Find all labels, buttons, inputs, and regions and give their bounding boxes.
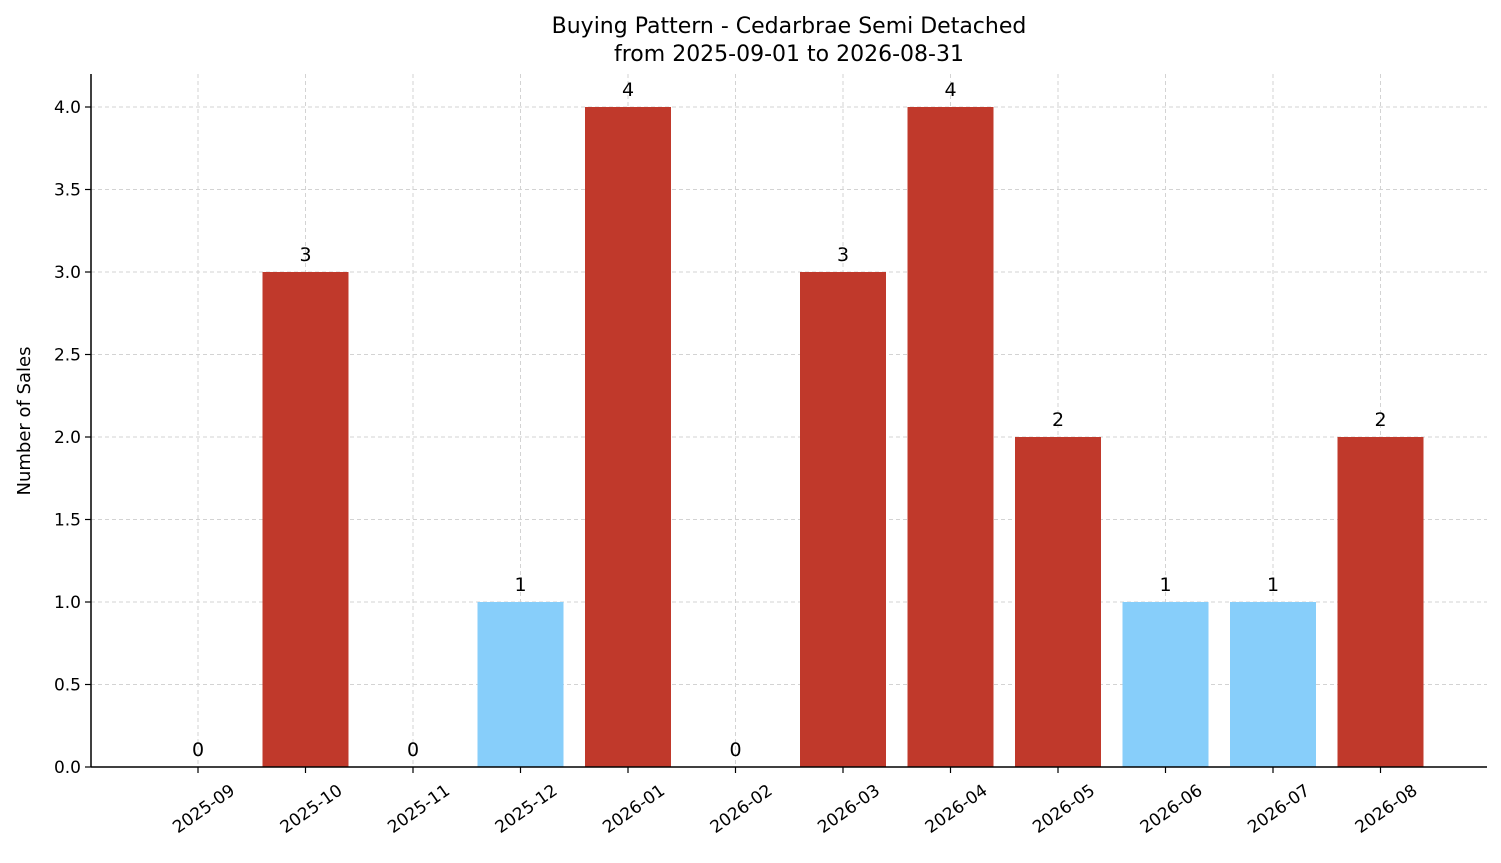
x-tick-label: 2026-07 — [1244, 781, 1314, 838]
bar-value-label: 0 — [192, 739, 204, 761]
y-tick-label: 1.0 — [54, 593, 81, 613]
x-tick-label: 2026-08 — [1352, 781, 1422, 838]
x-tick-label: 2026-05 — [1029, 781, 1099, 838]
bars — [262, 107, 1424, 767]
bar-2026-04 — [907, 107, 994, 767]
y-tick-label: 1.5 — [54, 511, 81, 531]
value-labels: 0 3 0 1 4 0 3 4 2 1 1 2 — [192, 79, 1387, 761]
y-tick-label: 2.5 — [54, 346, 81, 366]
x-tick-label: 2026-03 — [814, 781, 884, 838]
y-tick-label: 0.0 — [54, 758, 81, 778]
bar-2026-05 — [1015, 437, 1101, 767]
y-ticks: 0.0 0.5 1.0 1.5 2.0 2.5 3.0 3.5 4.0 — [54, 98, 91, 778]
x-tick-label: 2026-06 — [1137, 781, 1207, 838]
bar-2026-01 — [585, 107, 671, 767]
bar-2026-07 — [1230, 602, 1316, 767]
y-tick-label: 4.0 — [54, 98, 81, 118]
bar-value-label: 0 — [729, 739, 741, 761]
x-tick-label: 2026-04 — [922, 781, 992, 838]
bar-value-label: 1 — [1159, 574, 1171, 596]
bar-value-label: 0 — [407, 739, 419, 761]
y-axis-label: Number of Sales — [14, 346, 35, 495]
y-tick-label: 3.5 — [54, 181, 81, 201]
bar-value-label: 1 — [1267, 574, 1279, 596]
x-ticks: 2025-09 2025-10 2025-11 2025-12 2026-01 2026-… — [169, 767, 1421, 838]
bar-2026-06 — [1122, 602, 1209, 767]
x-tick-label: 2025-09 — [169, 781, 239, 838]
bar-value-label: 2 — [1052, 409, 1064, 431]
x-tick-label: 2026-01 — [599, 781, 669, 838]
chart-subtitle: from 2025-09-01 to 2026-08-31 — [614, 42, 964, 67]
x-tick-label: 2025-11 — [384, 781, 454, 838]
bar-2025-10 — [262, 272, 349, 767]
chart-title: Buying Pattern - Cedarbrae Semi Detached — [552, 14, 1027, 39]
bar-2026-08 — [1337, 437, 1424, 767]
bar-value-label: 4 — [944, 79, 956, 101]
bar-value-label: 3 — [299, 244, 311, 266]
bar-value-label: 3 — [837, 244, 849, 266]
bar-value-label: 1 — [514, 574, 526, 596]
bar-value-label: 2 — [1374, 409, 1386, 431]
x-tick-label: 2025-10 — [277, 781, 347, 838]
y-tick-label: 2.0 — [54, 428, 81, 448]
y-tick-label: 3.0 — [54, 263, 81, 283]
x-tick-label: 2025-12 — [492, 781, 562, 838]
bar-2025-12 — [477, 602, 564, 767]
x-tick-label: 2026-02 — [707, 781, 777, 838]
y-tick-label: 0.5 — [54, 676, 81, 696]
bar-2026-03 — [800, 272, 886, 767]
bar-value-label: 4 — [622, 79, 634, 101]
